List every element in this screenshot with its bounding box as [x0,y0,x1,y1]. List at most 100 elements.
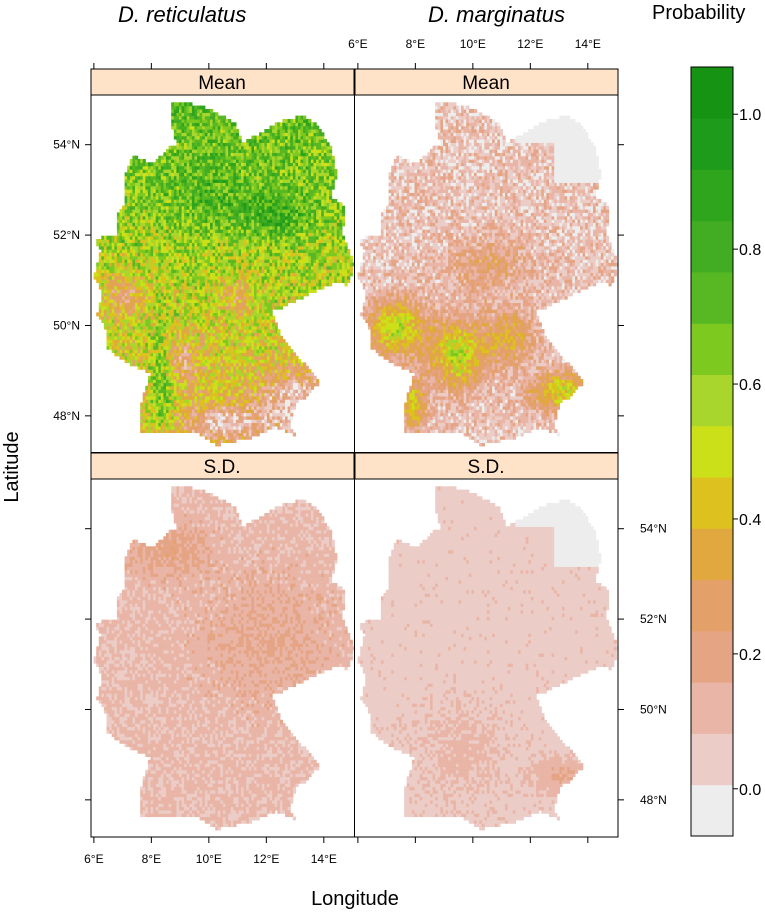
map-cell [98,255,102,260]
map-cell [246,229,250,233]
map-cell [181,279,185,284]
map-cell [238,265,242,270]
map-cell [150,389,154,394]
map-cell [287,262,291,267]
map-cell [243,222,247,227]
map-cell [248,319,252,324]
map-cell [256,269,260,273]
map-cell [215,425,219,430]
map-cell [290,215,294,220]
map-cell [153,319,157,324]
map-cell [122,279,126,284]
map-cell [272,389,276,394]
map-cell [230,305,234,310]
map-cell [329,225,333,230]
map-cell [261,245,265,250]
map-cell [316,249,320,253]
map-cell [122,332,126,337]
map-cell [189,222,193,227]
map-cell [256,332,260,337]
map-cell [254,262,258,267]
map-cell [186,379,190,384]
map-cell [184,289,188,294]
map-cell [207,315,211,320]
map-cell [135,292,139,297]
map-cell [158,212,162,217]
map-cell [155,329,159,334]
map-cell [282,402,286,407]
map-cell [248,249,252,253]
map-cell [238,285,242,290]
map-cell [266,399,271,404]
map-cell [243,419,247,424]
map-cell [150,232,154,237]
map-cell [272,222,276,227]
map-cell [114,349,118,354]
map-cell [184,235,188,240]
map-cell [173,235,177,240]
map-cell [290,389,294,394]
map-cell [243,229,247,233]
map-cell [220,245,224,250]
map-cell [269,335,273,340]
map-cell [173,429,177,434]
map-cell [106,249,110,253]
map-cell [264,362,268,367]
map-cell [150,325,154,330]
map-cell [285,259,289,263]
map-cell [243,239,247,243]
map-cell [331,269,335,273]
map-cell [171,349,175,354]
map-cell [243,215,247,220]
map-cell [339,279,343,284]
map-cell [202,379,206,384]
map-cell [318,252,322,257]
map-cell [298,359,302,364]
map-cell [222,265,227,270]
map-cell [129,335,133,340]
map-cell [155,419,159,424]
map-cell [295,385,299,390]
map-cell [225,339,229,344]
map-cell [101,295,105,300]
map-cell [298,222,302,227]
map-cell [241,435,245,440]
map-cell [331,222,335,227]
map-cell [101,292,105,297]
map-cell [256,279,260,284]
map-cell [168,345,172,350]
map-cell [261,225,265,230]
map-cell [142,362,146,367]
map-cell [181,365,185,370]
map-cell [153,342,157,347]
map-cell [184,345,188,350]
map-cell [124,315,128,320]
map-cell [272,255,276,260]
map-cell [210,389,214,394]
map-cell [114,272,118,277]
map-cell [217,249,221,253]
map-cell [313,252,317,257]
map-cell [184,322,188,327]
map-cell [303,235,307,240]
map-cell [147,289,152,294]
map-cell [230,312,234,317]
map-cell [153,279,157,284]
map-cell [339,229,343,233]
map-cell [254,249,258,253]
map-cell [243,309,247,314]
map-cell [106,342,110,347]
map-cell [282,215,286,220]
map-cell [233,372,237,377]
map-cell [150,285,154,290]
map-cell [300,259,304,263]
map-cell [160,229,164,233]
map-cell [181,415,185,420]
map-cell [220,425,224,430]
map-cell [194,295,198,300]
map-cell [173,245,177,250]
map-cell [326,225,330,230]
map-cell [176,305,180,310]
map-cell [220,242,224,247]
map-cell [233,412,237,417]
